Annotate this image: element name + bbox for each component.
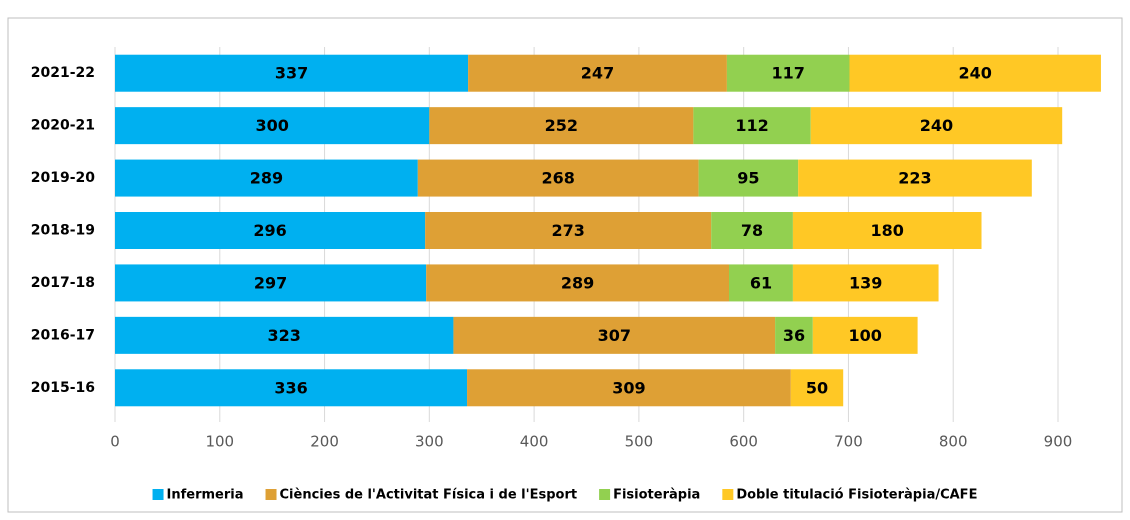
bar-value-label: 297 <box>254 273 287 292</box>
bar-segment <box>115 316 454 354</box>
y-tick-label: 2019-20 <box>31 170 96 186</box>
bar-value-label: 100 <box>849 326 882 345</box>
y-tick-label: 2016-17 <box>31 327 95 343</box>
bar-segment <box>792 212 982 249</box>
bar-value-label: 273 <box>551 221 584 240</box>
bar-value-label: 300 <box>255 116 288 135</box>
bar-value-label: 95 <box>737 169 759 188</box>
legend-label: Infermeria <box>167 488 244 503</box>
bar-value-label: 78 <box>741 221 763 240</box>
y-tick-label: 2020-21 <box>31 118 95 134</box>
bar-segment <box>115 369 468 407</box>
x-tick-label: 100 <box>205 433 234 451</box>
bar-segment <box>812 316 918 354</box>
bar-segment <box>115 107 430 145</box>
bar-value-label: 247 <box>581 64 614 83</box>
bar-segment <box>467 369 791 407</box>
x-tick-label: 700 <box>834 433 863 451</box>
bar-segment <box>728 264 793 302</box>
x-tick-label: 600 <box>729 433 758 451</box>
bar-value-label: 117 <box>771 64 804 83</box>
bar-value-label: 252 <box>545 116 578 135</box>
bar-segment <box>726 54 850 92</box>
bar-segment <box>798 159 1032 197</box>
x-tick-label: 400 <box>520 433 549 451</box>
bar-value-label: 289 <box>561 273 594 292</box>
legend-label: Fisioteràpia <box>613 488 700 503</box>
bar-segment <box>849 54 1101 92</box>
bar-segment <box>429 107 694 145</box>
bar-value-label: 61 <box>750 273 772 292</box>
bar-segment <box>417 159 699 197</box>
bar-value-label: 337 <box>275 64 308 83</box>
legend-label: Doble titulació Fisioteràpia/CAFE <box>736 488 977 503</box>
bar-value-label: 36 <box>783 326 805 345</box>
bar-value-label: 50 <box>806 378 828 397</box>
bar-segment <box>698 159 799 197</box>
bar-value-label: 289 <box>250 169 283 188</box>
y-tick-label: 2021-22 <box>31 65 95 81</box>
bar-segment <box>792 264 939 302</box>
bar-value-label: 307 <box>598 326 631 345</box>
bar-segment <box>711 212 793 249</box>
bar-value-label: 268 <box>542 169 575 188</box>
x-tick-label: 900 <box>1044 433 1073 451</box>
bar-segment <box>775 316 813 354</box>
bar-value-label: 112 <box>735 116 768 135</box>
bar-segment <box>115 54 469 92</box>
bar-segment <box>115 159 418 197</box>
legend-swatch <box>722 489 734 500</box>
bar-value-label: 240 <box>959 64 992 83</box>
bar-segment <box>693 107 811 145</box>
x-tick-label: 500 <box>625 433 654 451</box>
y-tick-label: 2017-18 <box>31 275 95 291</box>
legend-swatch <box>265 489 277 500</box>
bar-segment <box>425 212 712 249</box>
bar-value-label: 180 <box>871 221 904 240</box>
bar-value-label: 336 <box>274 378 307 397</box>
x-tick-label: 200 <box>310 433 339 451</box>
legend-swatch <box>152 489 164 500</box>
x-tick-label: 300 <box>415 433 444 451</box>
bar-value-label: 323 <box>268 326 301 345</box>
bar-value-label: 296 <box>253 221 286 240</box>
legend-label: Ciències de l'Activitat Física i de l'Es… <box>280 488 578 503</box>
bar-segment <box>453 316 776 354</box>
bar-segment <box>790 369 844 407</box>
bar-segment <box>115 212 426 249</box>
legend-swatch <box>599 489 611 500</box>
bar-segment <box>426 264 729 302</box>
bar-value-label: 139 <box>849 273 882 292</box>
y-tick-label: 2015-16 <box>31 380 95 396</box>
bar-segment <box>115 264 427 302</box>
y-tick-label: 2018-19 <box>31 223 95 239</box>
bar-segment <box>810 107 1063 145</box>
x-tick-label: 800 <box>939 433 968 451</box>
bar-value-label: 309 <box>612 378 645 397</box>
bar-value-label: 240 <box>920 116 953 135</box>
bar-value-label: 223 <box>898 169 931 188</box>
x-tick-label: 0 <box>110 433 120 451</box>
bar-segment <box>468 54 727 92</box>
